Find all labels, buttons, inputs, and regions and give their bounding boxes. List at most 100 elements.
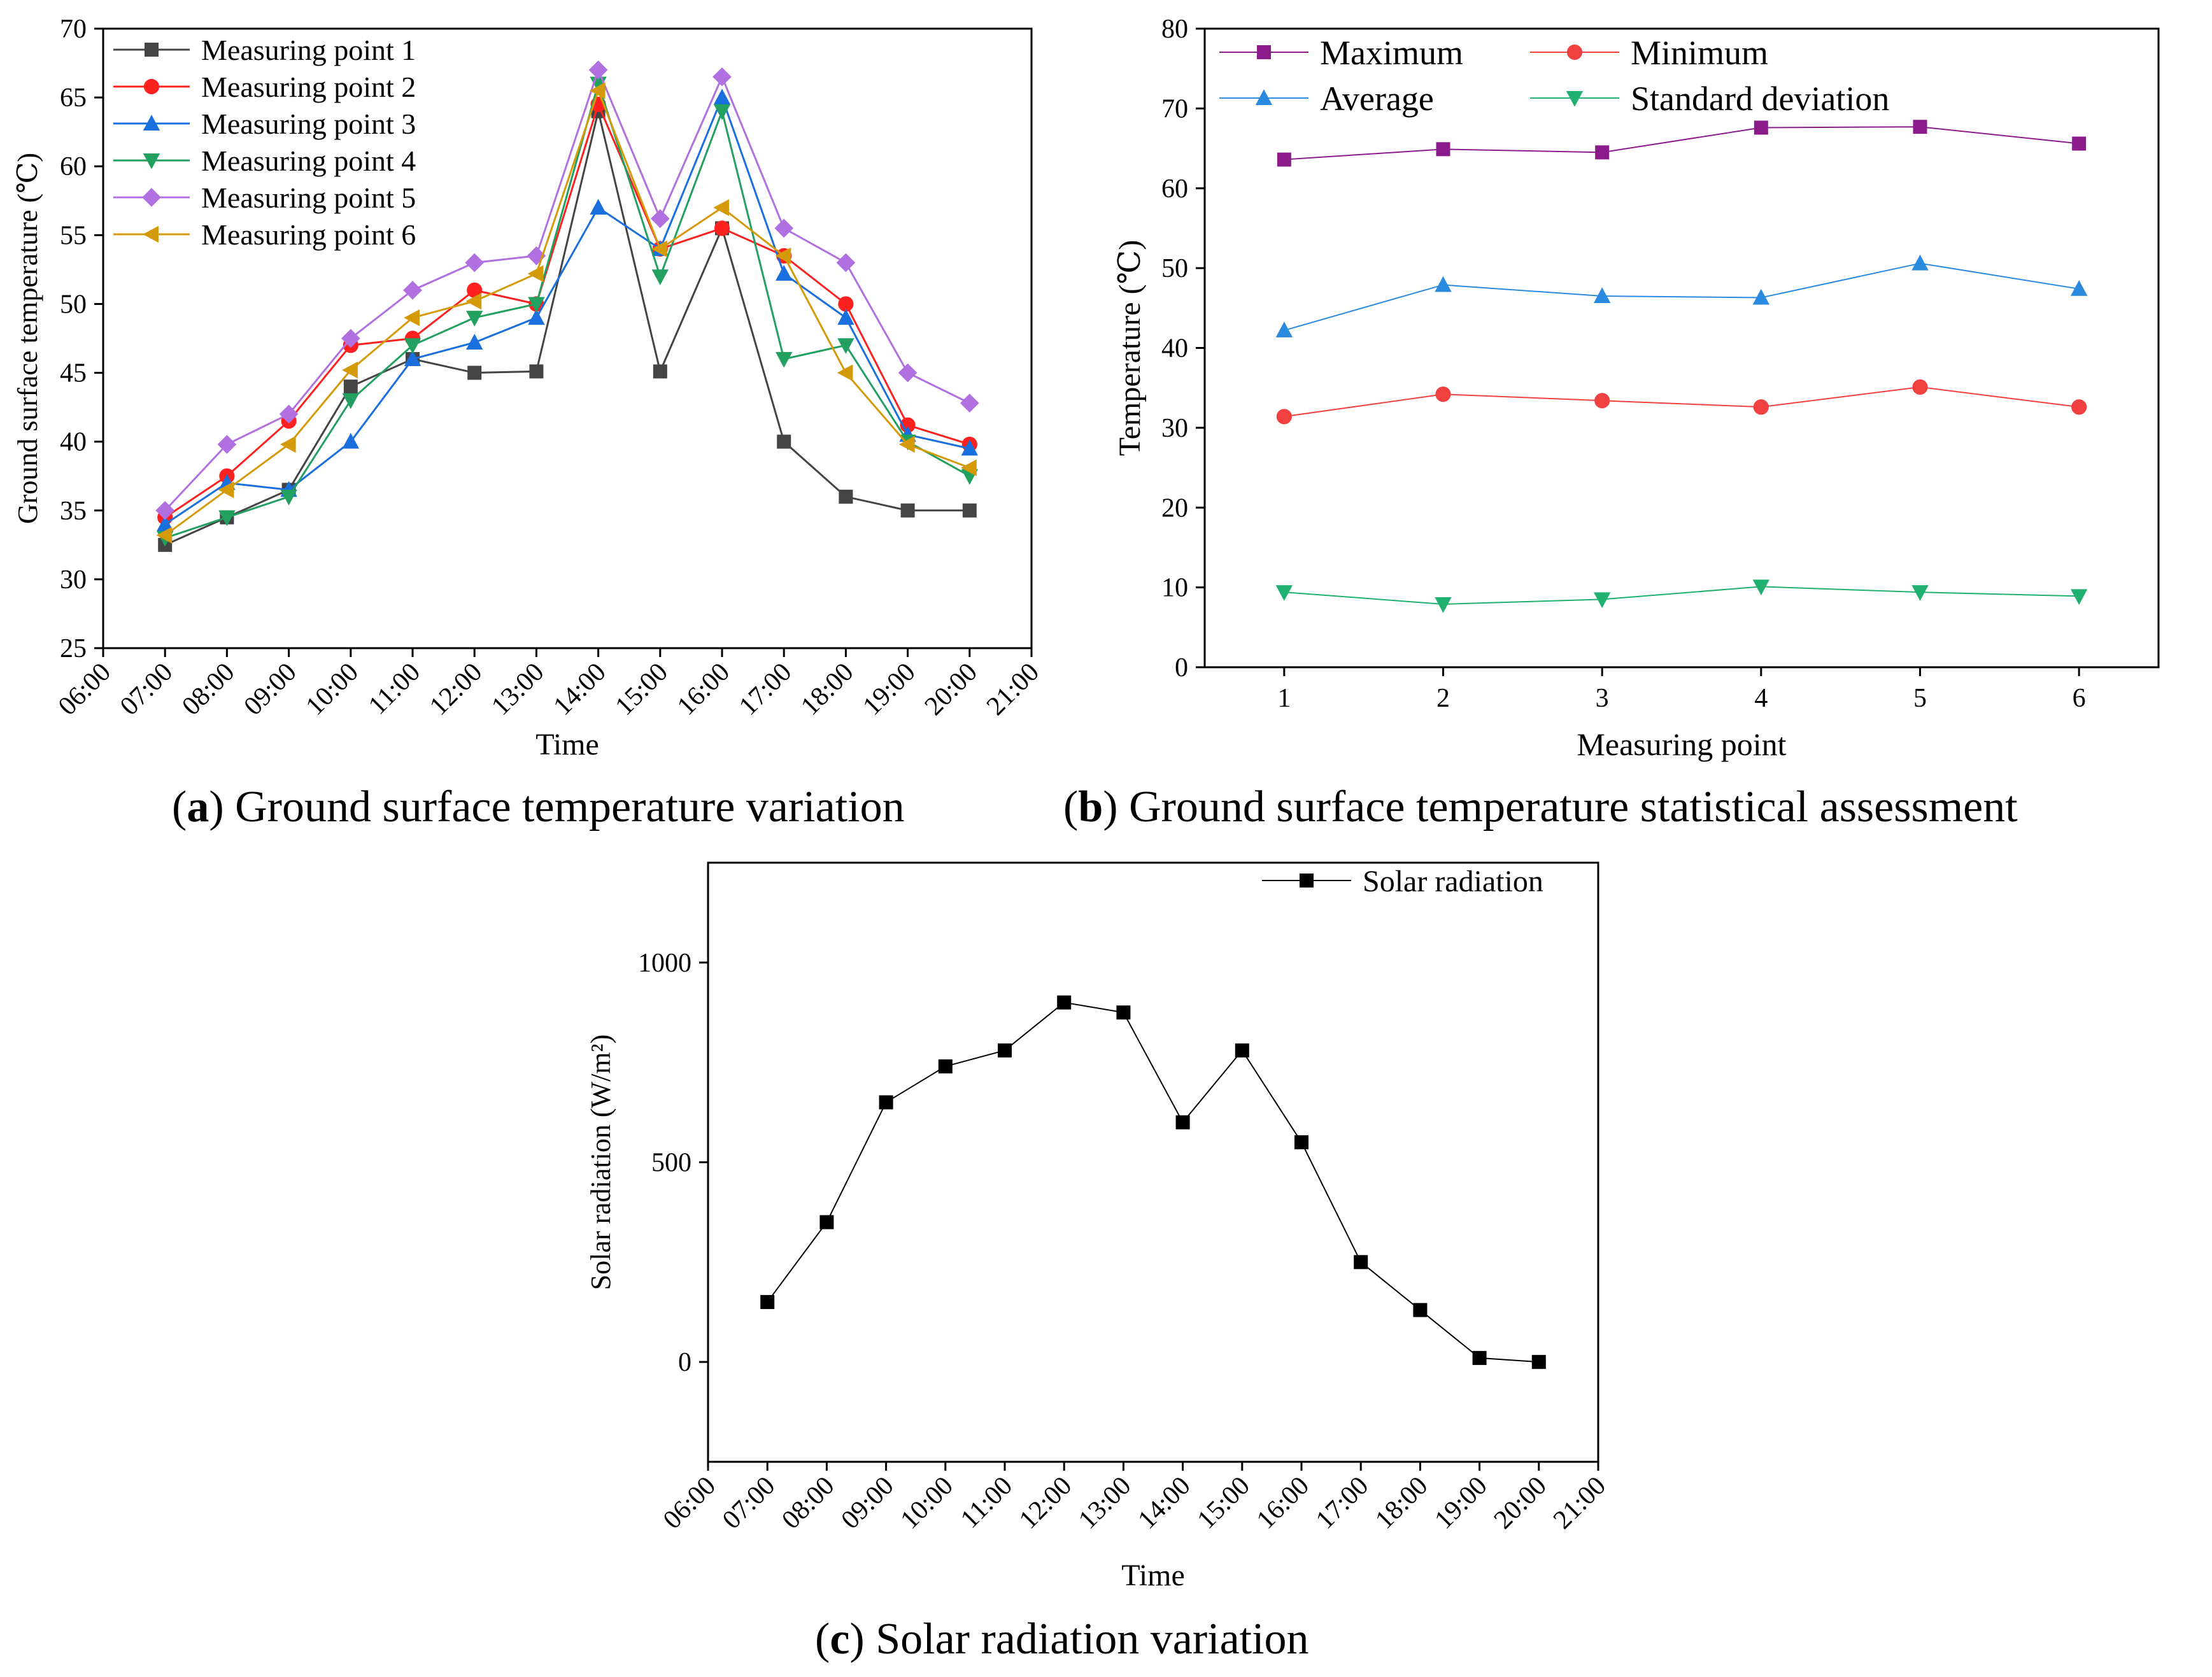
- a-series-4-point: [528, 297, 545, 313]
- a-x-tick-label: 11:00: [363, 658, 426, 721]
- a-series-5-point: [898, 363, 918, 383]
- a-series-6-point: [527, 265, 544, 283]
- a-series-2-line: [164, 101, 970, 518]
- a-y-axis-label: Ground surface temperature (℃): [12, 153, 43, 524]
- a-x-tick-label: 19:00: [857, 658, 921, 721]
- a-legend-label: Measuring point 4: [201, 145, 416, 177]
- b-series-2-point: [1912, 379, 1928, 395]
- a-x-axis-label: Time: [535, 728, 599, 761]
- a-series-3-point: [776, 265, 793, 281]
- chart-a: 25 30 35 40 45 50 55 60 65 70 06:0007:0008:0009:00…: [12, 15, 1045, 761]
- a-series-4-point: [651, 269, 669, 285]
- a-plot-frame: [102, 27, 1033, 649]
- b-series-3-point: [1911, 254, 1929, 271]
- a-legend-label: Measuring point 3: [201, 108, 416, 140]
- a-x-tick-label: 17:00: [734, 658, 797, 721]
- c-x-tick-label: 11:00: [955, 1471, 1018, 1534]
- b-series-2-point: [2071, 399, 2087, 415]
- caption-a-letter: a: [187, 782, 209, 831]
- a-series-4-point: [342, 393, 359, 409]
- a-series-1-point: [962, 503, 977, 518]
- a-series-6-point: [218, 481, 234, 499]
- a-x-tick-label: 06:00: [53, 658, 117, 721]
- a-series-1-point: [343, 379, 358, 394]
- c-series-1-point: [1354, 1255, 1368, 1270]
- b-series-1-point: [1754, 120, 1768, 135]
- a-series-5-point: [465, 253, 485, 272]
- c-plot-frame: [707, 861, 1599, 1463]
- b-series-3-point: [2070, 280, 2088, 296]
- a-y-tick-label: 40: [60, 428, 87, 457]
- c-y-axis-label: Solar radiation (W/m²): [585, 1035, 616, 1291]
- b-x-tick-label: 4: [1754, 684, 1768, 713]
- a-series-5-point: [403, 280, 422, 300]
- a-x-tick-label: 07:00: [115, 658, 178, 721]
- c-x-tick-label: 08:00: [776, 1471, 840, 1535]
- caption-b-text: Ground surface temperature statistical a…: [1117, 782, 2018, 831]
- b-y-tick-label: 80: [1161, 15, 1188, 44]
- b-x-axis-label: Measuring point: [1577, 726, 1786, 762]
- a-y-tick-label: 30: [60, 565, 87, 595]
- a-series-5-point: [774, 218, 794, 238]
- b-series-3-line: [1284, 262, 2080, 331]
- b-y-tick-label: 30: [1161, 414, 1188, 443]
- c-x-tick-label: 21:00: [1548, 1471, 1612, 1535]
- b-series-1-point: [1595, 145, 1610, 160]
- a-x-tick-label: 12:00: [424, 658, 488, 721]
- panel-c: 0 500 1000 06:00 07:00 08:00 09:00 10:00 11:00 12…: [548, 834, 1668, 1677]
- a-series-5-point: [155, 500, 175, 520]
- a-series-2-point: [467, 282, 483, 298]
- a-series-3-point: [157, 515, 174, 532]
- panel-a: 25 30 35 40 45 50 55 60 65 70 06:00 07:00 08:00 09:00…: [0, 0, 1070, 840]
- c-series-1-point: [1116, 1005, 1131, 1020]
- b-y-tick-label: 70: [1161, 94, 1188, 124]
- b-series-2-line: [1284, 386, 2080, 418]
- c-series-1-point: [1413, 1303, 1428, 1317]
- b-y-tick-label: 60: [1161, 174, 1188, 204]
- c-x-tick-label: 06:00: [658, 1471, 721, 1535]
- b-series-4-point: [1911, 585, 1929, 601]
- b-legend-label: Average: [1320, 80, 1434, 118]
- b-legend-marker: [1566, 44, 1583, 60]
- b-y-axis-label: Temperature (℃): [1113, 240, 1147, 456]
- c-y-tick-label: 0: [678, 1348, 691, 1377]
- b-series-1-point: [2072, 136, 2087, 151]
- a-y-tick-label: 70: [60, 15, 87, 44]
- a-x-tick-label: 18:00: [795, 658, 859, 721]
- a-series-3-point: [404, 350, 422, 366]
- a-series-5-point: [341, 329, 360, 348]
- a-series-6-point: [342, 362, 358, 379]
- c-legend-marker: [1300, 874, 1314, 888]
- b-series-3-point: [1435, 276, 1452, 292]
- caption-c-text: Solar radiation variation: [864, 1615, 1309, 1664]
- a-y-tick-label: 50: [60, 290, 87, 319]
- a-series-5-point: [713, 67, 732, 87]
- a-series-4-point: [218, 510, 236, 527]
- b-y-tick-label: 20: [1161, 493, 1188, 523]
- a-series-6-point: [280, 435, 296, 453]
- b-series-1-point: [1913, 120, 1927, 134]
- a-legend-marker: [142, 188, 161, 207]
- c-series-1-point: [998, 1043, 1012, 1058]
- c-series-1-line: [767, 1001, 1539, 1363]
- a-series-5-point: [217, 435, 237, 454]
- a-series-1-point: [529, 364, 544, 379]
- c-x-axis-label: Time: [1121, 1559, 1185, 1592]
- a-series-3-point: [590, 199, 607, 215]
- a-x-tick-label: 21:00: [981, 658, 1045, 721]
- b-plot-frame: [1203, 27, 2160, 669]
- b-y-tick-label: 10: [1161, 574, 1188, 603]
- c-x-tick-label: 09:00: [835, 1471, 899, 1535]
- chart-b: 0 10 20 30 40 50 60 70 80 1 2 3 4 5 6 Measuring point Te…: [1113, 15, 2160, 762]
- c-x-tick-label: 15:00: [1192, 1471, 1256, 1535]
- a-series-3-point: [713, 88, 731, 105]
- b-series-3-point: [1593, 287, 1611, 304]
- a-series-2-point: [714, 220, 730, 236]
- a-legend-marker: [143, 115, 160, 131]
- a-series-6-point: [961, 459, 977, 476]
- a-series-6-point: [837, 364, 853, 381]
- a-y-tick-label: 25: [60, 634, 87, 663]
- c-x-tick-label: 12:00: [1014, 1471, 1077, 1535]
- b-series-3-point: [1275, 322, 1293, 337]
- a-x-tick-label: 08:00: [176, 658, 240, 721]
